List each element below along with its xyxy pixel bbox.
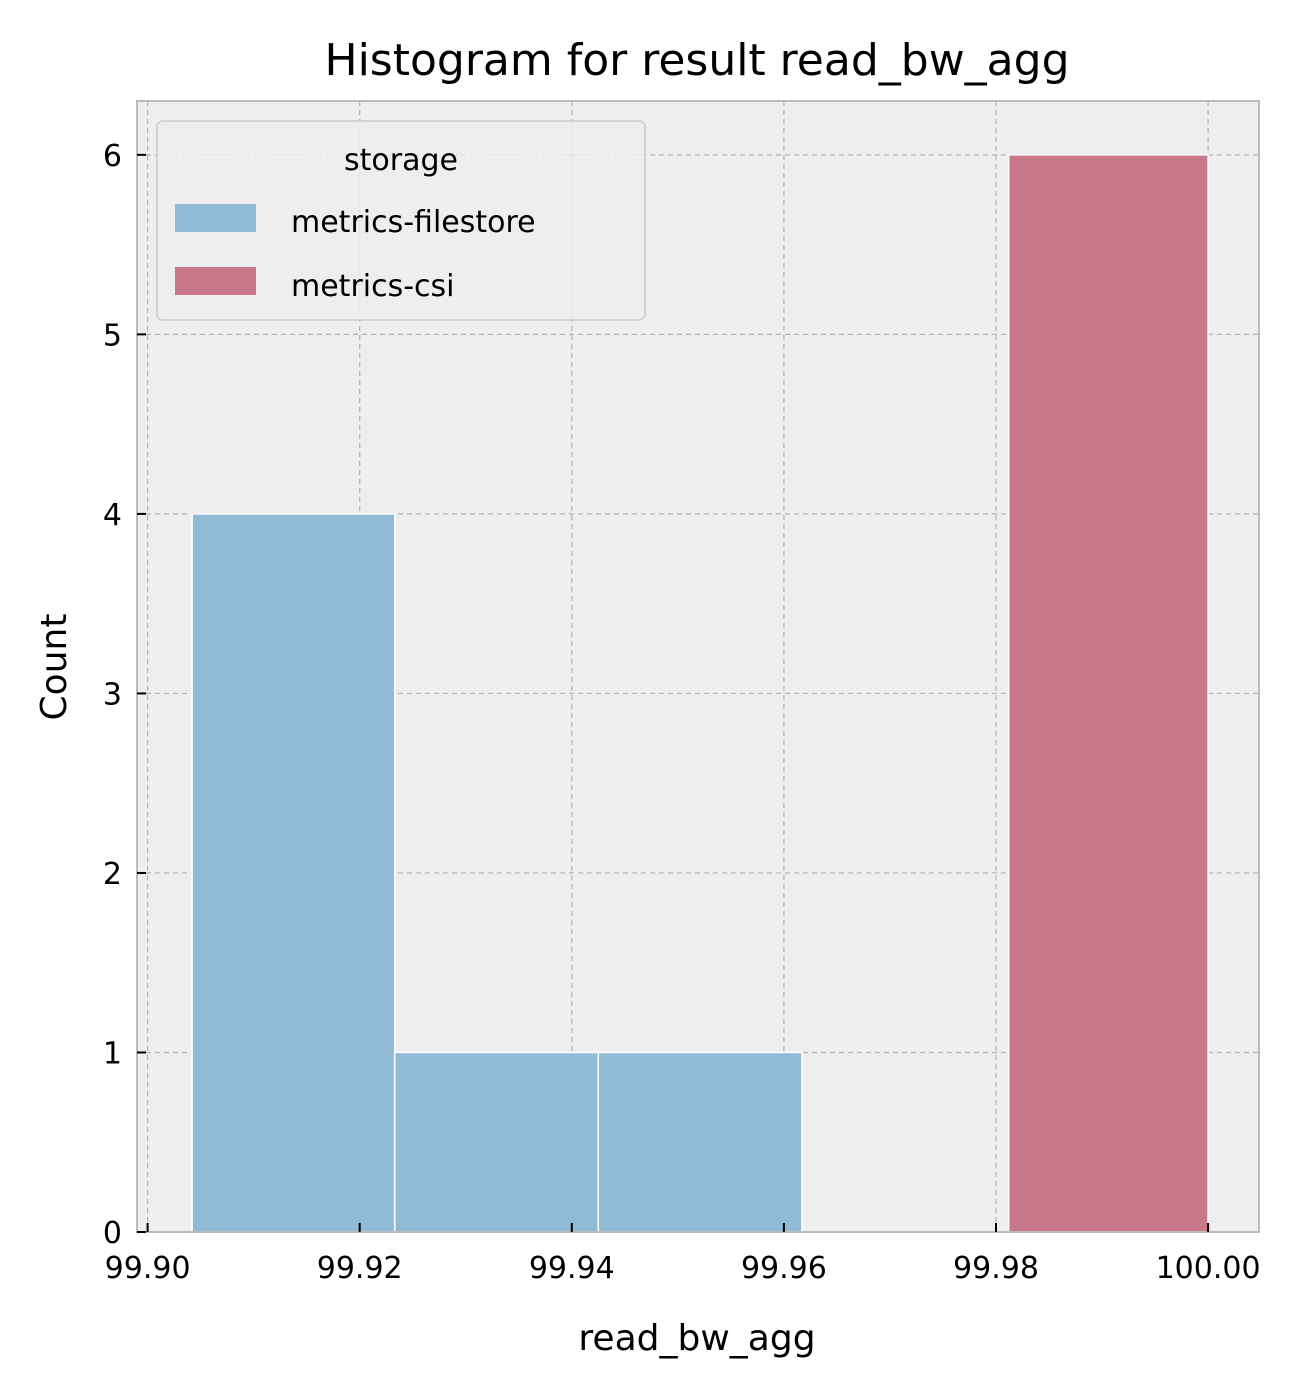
y-tick-label-0: 0 — [103, 1216, 122, 1251]
histogram-bars — [191, 154, 1209, 1233]
chart-title: Histogram for result read_bw_agg — [324, 35, 1069, 86]
x-axis-label: read_bw_agg — [578, 1318, 815, 1359]
legend-label-metrics-csi: metrics-csi — [291, 269, 455, 304]
x-tick-label-2: 99.94 — [529, 1251, 615, 1286]
y-tick-label-3: 3 — [103, 677, 122, 712]
x-axis-ticks: 99.90 99.92 99.94 99.96 99.98 100.00 — [105, 1223, 1261, 1286]
y-tick-label-4: 4 — [103, 498, 122, 533]
plot-frame — [136, 100, 1260, 1233]
x-tick-label-0: 99.90 — [105, 1251, 191, 1286]
y-axis-label: Count — [34, 614, 75, 721]
y-axis-ticks: 0 1 2 3 4 5 6 — [103, 139, 146, 1251]
legend-label-metrics-filestore: metrics-filestore — [291, 205, 536, 240]
bar-metrics-filestore-2 — [597, 1051, 803, 1233]
legend-title: storage — [344, 143, 458, 178]
y-tick-label-2: 2 — [103, 857, 122, 892]
legend-frame — [156, 120, 646, 321]
x-tick-label-1: 99.92 — [317, 1251, 403, 1286]
bar-metrics-csi-0 — [1007, 154, 1209, 1233]
bar-metrics-filestore-0 — [191, 513, 396, 1233]
bar-metrics-filestore-1 — [393, 1051, 600, 1233]
y-tick-label-6: 6 — [103, 139, 122, 174]
x-tick-label-3: 99.96 — [741, 1251, 827, 1286]
x-tick-label-4: 99.98 — [953, 1251, 1039, 1286]
y-tick-label-1: 1 — [103, 1036, 122, 1071]
legend-swatch-metrics-filestore — [175, 204, 256, 232]
legend: storage metrics-filestore metrics-csi — [156, 120, 646, 321]
legend-swatch-metrics-csi — [175, 267, 256, 295]
x-tick-label-5: 100.00 — [1156, 1251, 1261, 1286]
y-tick-label-5: 5 — [103, 318, 122, 353]
